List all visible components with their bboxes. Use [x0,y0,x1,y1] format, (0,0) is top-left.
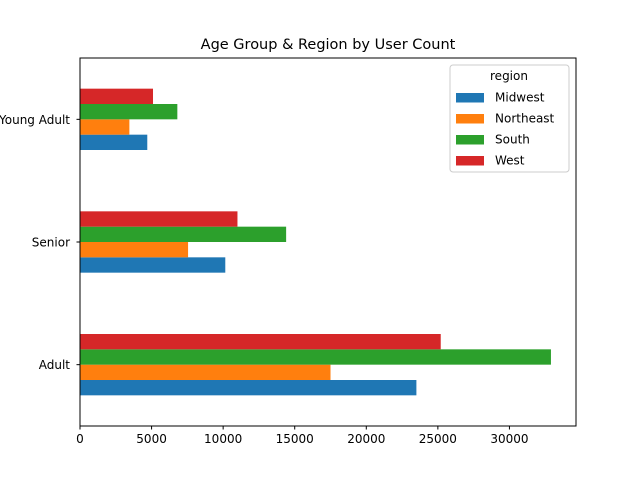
x-tick-label: 5000 [136,432,167,446]
legend: region Midwest Northeast South West [449,64,570,173]
x-tick-label: 25000 [419,432,457,446]
legend-label-northeast: Northeast [495,112,555,126]
bar-northeast-young-adult [80,119,130,135]
legend-swatch-northeast [456,114,484,124]
legend-swatch-midwest [456,93,484,103]
bar-midwest-adult [80,380,417,396]
bar-south-young-adult [80,104,178,120]
x-tick-label: 0 [76,432,84,446]
legend-items: Midwest Northeast South West [456,91,555,168]
legend-swatch-south [456,135,484,145]
bar-midwest-senior [80,257,226,273]
bar-west-adult [80,334,441,350]
legend-box [449,64,570,173]
bar-northeast-senior [80,242,189,258]
legend-title: region [490,69,528,83]
y-tick-label: Adult [39,358,71,372]
bar-west-young-adult [80,88,154,104]
legend-label-midwest: Midwest [495,91,545,105]
bars-group [80,88,551,396]
bar-south-adult [80,349,551,365]
x-tick-label: 15000 [276,432,314,446]
legend-label-west: West [495,154,525,168]
chart-title: Age Group & Region by User Count [201,37,456,53]
legend-label-south: South [495,133,530,147]
legend-swatch-west [456,156,484,166]
bar-south-senior [80,226,287,242]
x-tick-label: 20000 [347,432,385,446]
y-tick-label: Senior [32,236,70,250]
y-tick-label: Young Adult [0,113,70,127]
x-axis: 0 5000 10000 15000 20000 25000 30000 [76,426,529,446]
y-axis: Adult Senior Young Adult [0,113,80,372]
x-tick-label: 30000 [490,432,528,446]
x-tick-label: 10000 [204,432,242,446]
bar-midwest-young-adult [80,134,148,150]
bar-west-senior [80,211,238,227]
bar-northeast-adult [80,364,331,380]
